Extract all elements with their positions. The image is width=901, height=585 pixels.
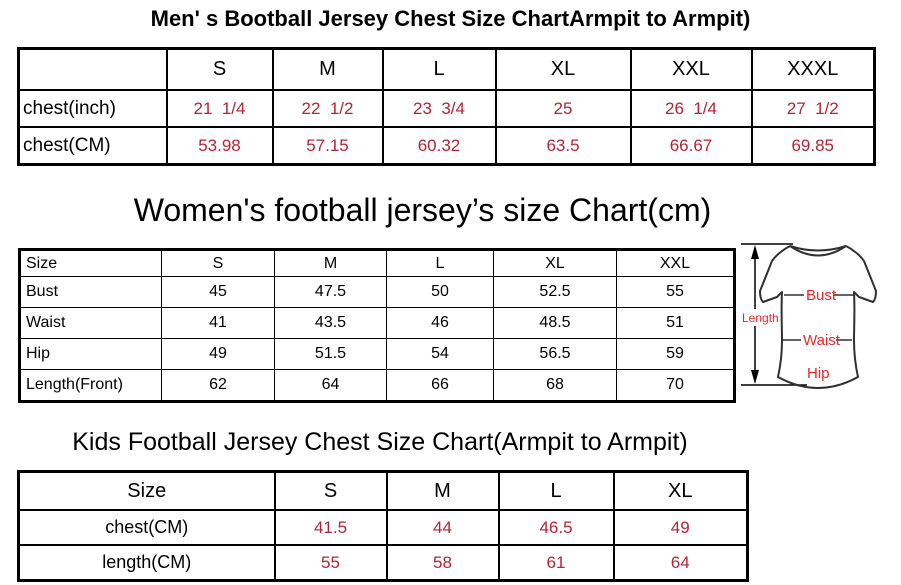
value-cell: 46.5 [497, 509, 615, 546]
women-row-waist: Waist 41 43.5 46 48.5 51 [19, 307, 735, 339]
women-row-bust: Bust 45 47.5 50 52.5 55 [19, 276, 735, 308]
men-header-size-m: M [271, 47, 384, 91]
row-label: chest(CM) [17, 509, 276, 546]
women-header-size-l: L [386, 249, 494, 277]
value-cell: 44 [385, 509, 500, 546]
value-cell: 58 [385, 544, 500, 582]
value-cell: 49 [612, 509, 749, 546]
tshirt-measurement-diagram: Length Bust Waist Hip [741, 243, 877, 389]
kids-header-size-label: Size [17, 470, 276, 511]
kids-header-size-m: M [385, 470, 500, 511]
kids-row-chest-cm: chest(CM) 41.5 44 46.5 49 [17, 509, 749, 546]
kids-header-size-s: S [273, 470, 388, 511]
row-label: chest(inch) [17, 89, 168, 128]
value-cell: 46 [386, 307, 494, 339]
value-cell: 50 [386, 276, 494, 308]
kids-header-size-l: L [497, 470, 615, 511]
value-cell: 47.5 [274, 276, 387, 308]
length-label: Length [742, 311, 779, 325]
bust-label: Bust [806, 287, 837, 304]
value-cell: 66 [386, 369, 494, 402]
value-cell: 68 [493, 369, 617, 402]
tshirt-collar-inner [789, 245, 847, 257]
value-cell: 25 [494, 89, 632, 128]
kids-row-length-cm: length(CM) 55 58 61 64 [17, 544, 749, 582]
women-row-length-front: Length(Front) 62 64 66 68 70 [19, 369, 735, 402]
men-header-size-l: L [381, 47, 497, 91]
men-header-size-xl: XL [494, 47, 632, 91]
value-cell: 55 [616, 276, 735, 308]
kids-size-table: Size S M L XL chest(CM) 41.5 44 46.5 49 … [17, 470, 749, 582]
value-cell: 51.5 [274, 338, 387, 370]
women-header-size-label: Size [19, 249, 162, 277]
value-cell: 27 1/2 [750, 89, 876, 128]
women-header-size-m: M [274, 249, 387, 277]
row-label: Waist [19, 307, 162, 339]
value-cell: 23 3/4 [381, 89, 497, 128]
kids-header-size-xl: XL [612, 470, 749, 511]
tshirt-collar-outer [789, 245, 847, 252]
value-cell: 41 [161, 307, 275, 339]
women-row-hip: Hip 49 51.5 54 56.5 59 [19, 338, 735, 370]
value-cell: 61 [497, 544, 615, 582]
value-cell: 53.98 [165, 126, 274, 166]
value-cell: 64 [612, 544, 749, 582]
men-header-size-xxl: XXL [629, 47, 753, 91]
men-row-chest-inch: chest(inch) 21 1/4 22 1/2 23 3/4 25 26 1… [17, 89, 876, 128]
tshirt-body-outline [759, 245, 877, 389]
row-label: Bust [19, 276, 162, 308]
value-cell: 43.5 [274, 307, 387, 339]
value-cell: 49 [161, 338, 275, 370]
row-label: Length(Front) [19, 369, 162, 402]
women-header-size-xxl: XXL [616, 249, 735, 277]
women-header-size-xl: XL [493, 249, 617, 277]
value-cell: 59 [616, 338, 735, 370]
women-table-header-row: Size S M L XL XXL [19, 249, 735, 277]
men-chart-title: Men' s Bootball Jersey Chest Size ChartA… [150, 6, 751, 31]
value-cell: 21 1/4 [165, 89, 274, 128]
value-cell: 57.15 [271, 126, 384, 166]
men-header-empty-cell [17, 47, 168, 91]
value-cell: 66.67 [629, 126, 753, 166]
length-arrow-head-up-icon [751, 245, 759, 259]
value-cell: 62 [161, 369, 275, 402]
value-cell: 26 1/4 [629, 89, 753, 128]
hip-label: Hip [807, 365, 830, 382]
men-table-header-row: S M L XL XXL XXXL [17, 47, 876, 91]
value-cell: 70 [616, 369, 735, 402]
value-cell: 51 [616, 307, 735, 339]
value-cell: 60.32 [381, 126, 497, 166]
men-row-chest-cm: chest(CM) 53.98 57.15 60.32 63.5 66.67 6… [17, 126, 876, 166]
value-cell: 56.5 [493, 338, 617, 370]
women-size-table: Size S M L XL XXL Bust 45 47.5 50 52.5 5… [18, 248, 736, 403]
kids-chart-title: Kids Football Jersey Chest Size Chart(Ar… [72, 428, 688, 456]
row-label: length(CM) [17, 544, 276, 582]
value-cell: 48.5 [493, 307, 617, 339]
row-label: Hip [19, 338, 162, 370]
value-cell: 63.5 [494, 126, 632, 166]
value-cell: 52.5 [493, 276, 617, 308]
waist-label: Waist [803, 332, 841, 349]
men-size-table: S M L XL XXL XXXL chest(inch) 21 1/4 22 … [17, 47, 876, 166]
value-cell: 41.5 [273, 509, 388, 546]
row-label: chest(CM) [17, 126, 168, 166]
women-chart-title: Women's football jersey’s size Chart(cm) [133, 192, 712, 228]
men-header-size-xxxl: XXXL [750, 47, 876, 91]
kids-table-header-row: Size S M L XL [17, 470, 749, 511]
length-arrow-head-down-icon [751, 370, 759, 384]
men-header-size-s: S [165, 47, 274, 91]
value-cell: 64 [274, 369, 387, 402]
women-header-size-s: S [161, 249, 275, 277]
value-cell: 45 [161, 276, 275, 308]
value-cell: 55 [273, 544, 388, 582]
value-cell: 69.85 [750, 126, 876, 166]
value-cell: 54 [386, 338, 494, 370]
value-cell: 22 1/2 [271, 89, 384, 128]
